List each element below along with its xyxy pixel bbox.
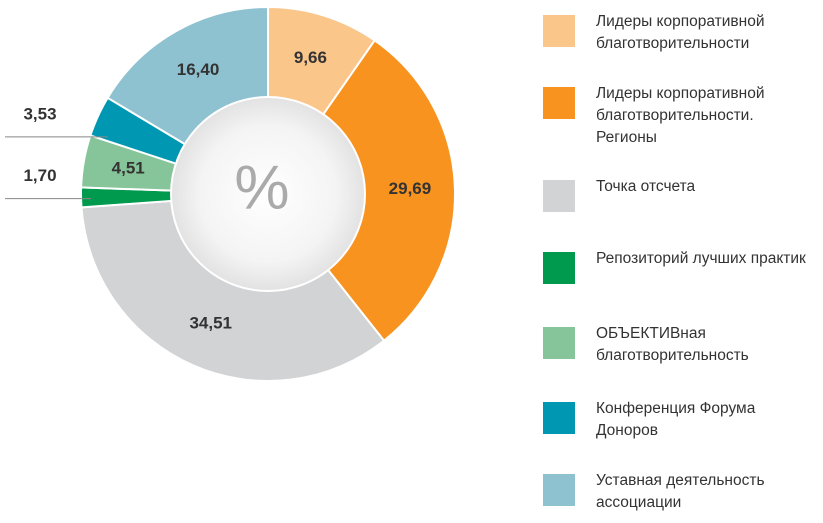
legend-label: Репозиторий лучших практик bbox=[596, 250, 806, 267]
legend-item: Конференция Форума Доноров bbox=[543, 400, 818, 442]
data-label: 29,69 bbox=[389, 179, 432, 198]
data-label: 16,40 bbox=[177, 60, 220, 79]
legend-swatch bbox=[543, 327, 575, 359]
legend-label: Лидеры корпоративной благотворительности… bbox=[596, 85, 765, 146]
chart: % 9,66 29,69 34,51 1,70 4,51 3,53 16,40 bbox=[5, 5, 456, 382]
legend-item: Уставная деятельность ассоциации bbox=[543, 472, 818, 514]
legend-swatch bbox=[543, 15, 575, 47]
legend-label: ОБЪЕКТИВная благотворительность bbox=[596, 325, 749, 364]
donut-hole bbox=[170, 96, 366, 292]
legend-swatch bbox=[543, 252, 575, 284]
legend-item: Лидеры корпоративной благотворительности bbox=[543, 13, 818, 55]
data-label: 34,51 bbox=[189, 313, 232, 332]
legend-label: Конференция Форума Доноров bbox=[596, 400, 756, 439]
legend-label: Лидеры корпоративной благотворительности bbox=[596, 13, 765, 52]
legend-item: Точка отсчета bbox=[543, 178, 818, 212]
legend-swatch bbox=[543, 474, 575, 506]
donut-slice bbox=[80, 192, 386, 382]
legend-label: Уставная деятельность ассоциации bbox=[596, 472, 765, 511]
data-label: 9,66 bbox=[294, 48, 327, 67]
legend-swatch bbox=[543, 180, 575, 212]
data-label: 1,70 bbox=[23, 166, 56, 185]
legend-swatch bbox=[543, 402, 575, 434]
legend-swatch bbox=[543, 87, 575, 119]
data-label: 3,53 bbox=[23, 104, 56, 123]
legend-item: Репозиторий лучших практик bbox=[543, 250, 818, 284]
center-label: % bbox=[234, 153, 289, 222]
data-label: 4,51 bbox=[112, 158, 145, 177]
legend-item: ОБЪЕКТИВная благотворительность bbox=[543, 325, 818, 367]
legend-item: Лидеры корпоративной благотворительности… bbox=[543, 85, 818, 149]
legend-label: Точка отсчета bbox=[596, 178, 696, 195]
